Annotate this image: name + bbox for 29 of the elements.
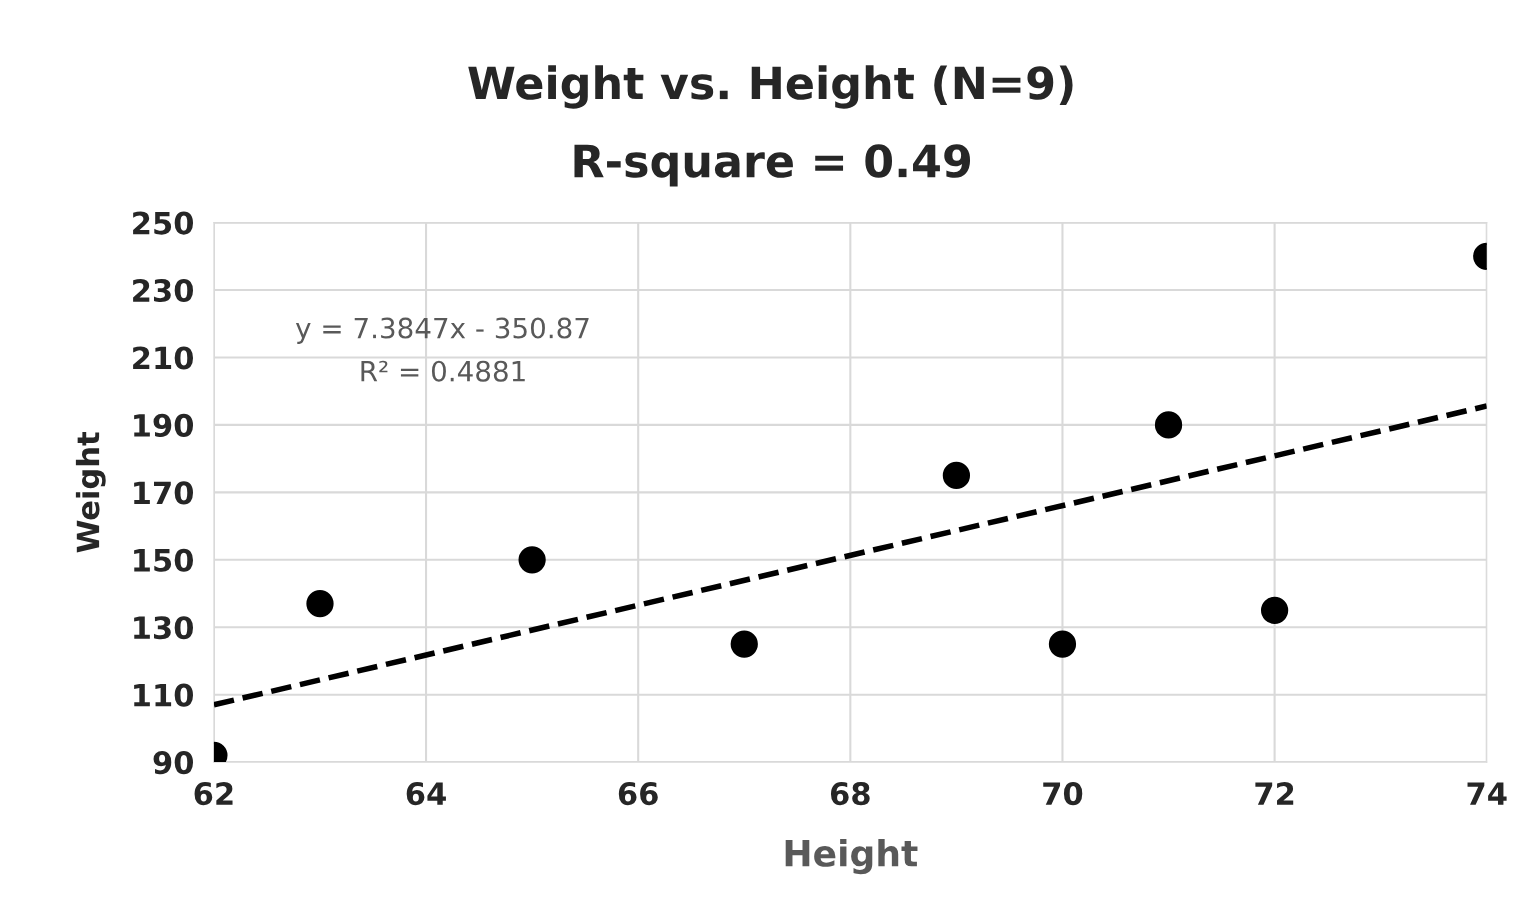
x-tick-label: 66 xyxy=(618,782,658,806)
annotation: R² = 0.4881 xyxy=(361,360,525,382)
y-tick-label: 210 xyxy=(133,346,194,370)
point xyxy=(1048,630,1077,658)
point xyxy=(1260,596,1289,624)
point xyxy=(730,630,758,658)
y-tick-label: 90 xyxy=(153,751,194,775)
y-tick-label: 230 xyxy=(133,278,194,303)
point xyxy=(306,590,334,618)
x-tick-label: 64 xyxy=(406,782,446,806)
y-tick-label: 110 xyxy=(134,683,194,707)
y-tick-label: 250 xyxy=(133,211,194,235)
y-tick-label: 170 xyxy=(134,481,194,505)
x-tick-label: 68 xyxy=(830,782,870,806)
annotation: y = 7.3847x - 350.87 xyxy=(295,317,589,344)
x-tick-label: 72 xyxy=(1255,782,1294,805)
x-axis-title: Height xyxy=(785,838,918,875)
chart-subtitle: R-square = 0.49 xyxy=(574,144,971,187)
chart-title: Weight vs. Height (N=9) xyxy=(468,65,1073,109)
x-tick-label: 62 xyxy=(194,782,233,806)
x-tick-label: 74 xyxy=(1467,782,1507,805)
point xyxy=(942,461,971,490)
y-tick-label: 190 xyxy=(134,413,194,437)
y-axis-title: Weight xyxy=(75,432,106,553)
y-tick-label: 130 xyxy=(134,616,194,640)
point xyxy=(1154,411,1183,439)
y-tick-label: 150 xyxy=(134,548,194,572)
point xyxy=(518,546,546,574)
x-tick-label: 70 xyxy=(1043,782,1083,806)
